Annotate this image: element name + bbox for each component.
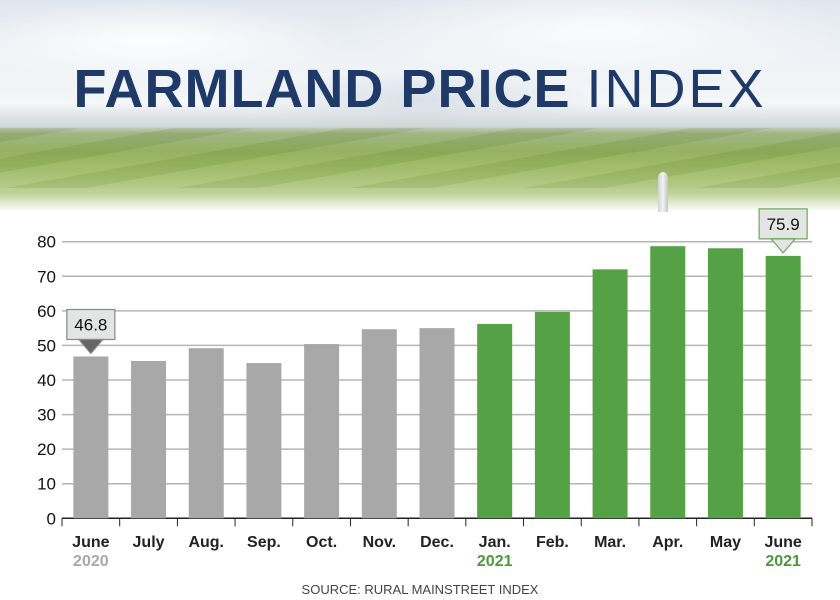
x-tick-label: Mar. bbox=[594, 534, 626, 551]
x-tick-label: June bbox=[72, 534, 109, 551]
callout-label: 46.8 bbox=[74, 315, 107, 334]
bar bbox=[592, 269, 628, 519]
farmland-photo-header bbox=[0, 0, 840, 230]
year-label: 2020 bbox=[73, 553, 109, 570]
x-tick-label: May bbox=[710, 534, 741, 551]
bar bbox=[419, 328, 455, 519]
silo bbox=[658, 172, 668, 212]
y-tick-label: 70 bbox=[37, 267, 56, 286]
bar bbox=[73, 356, 109, 519]
x-tick-label: Oct. bbox=[306, 534, 337, 551]
title-light: INDEX bbox=[586, 59, 767, 119]
fields bbox=[0, 128, 840, 188]
y-tick-label: 0 bbox=[47, 509, 56, 528]
y-tick-label: 10 bbox=[37, 475, 56, 494]
y-tick-label: 30 bbox=[37, 406, 56, 425]
x-tick-label: Feb. bbox=[536, 534, 569, 551]
bar bbox=[534, 311, 570, 519]
y-tick-label: 20 bbox=[37, 440, 56, 459]
sky-clouds bbox=[0, 0, 840, 125]
bar bbox=[477, 323, 513, 519]
callout-label: 75.9 bbox=[767, 215, 800, 234]
bar bbox=[188, 348, 224, 519]
bar bbox=[707, 248, 743, 519]
x-tick-label: June bbox=[764, 534, 801, 551]
x-tick-label: July bbox=[133, 534, 165, 551]
y-tick-label: 80 bbox=[37, 233, 56, 252]
callout-pointer-icon bbox=[769, 238, 797, 254]
x-tick-label: Sep. bbox=[247, 534, 281, 551]
chart-title: FARMLAND PRICE INDEX bbox=[0, 58, 840, 120]
y-tick-label: 50 bbox=[37, 336, 56, 355]
bar bbox=[361, 329, 397, 519]
bar bbox=[765, 255, 801, 519]
bar bbox=[131, 360, 167, 519]
y-tick-label: 60 bbox=[37, 302, 56, 321]
year-label: 2021 bbox=[765, 553, 801, 570]
year-label: 2021 bbox=[477, 553, 513, 570]
bar bbox=[650, 246, 686, 519]
callout-pointer-icon bbox=[77, 338, 105, 355]
title-bold: FARMLAND PRICE bbox=[73, 59, 571, 119]
bar bbox=[246, 363, 282, 519]
x-tick-label: Apr. bbox=[652, 534, 683, 551]
x-tick-label: Jan. bbox=[479, 534, 511, 551]
x-tick-label: Nov. bbox=[363, 534, 396, 551]
callout-box bbox=[66, 308, 116, 341]
bar bbox=[304, 344, 340, 519]
source-note: SOURCE: RURAL MAINSTREET INDEX bbox=[301, 582, 539, 597]
x-tick-label: Dec. bbox=[420, 534, 454, 551]
x-tick-label: Aug. bbox=[188, 534, 224, 551]
y-tick-label: 40 bbox=[37, 371, 56, 390]
